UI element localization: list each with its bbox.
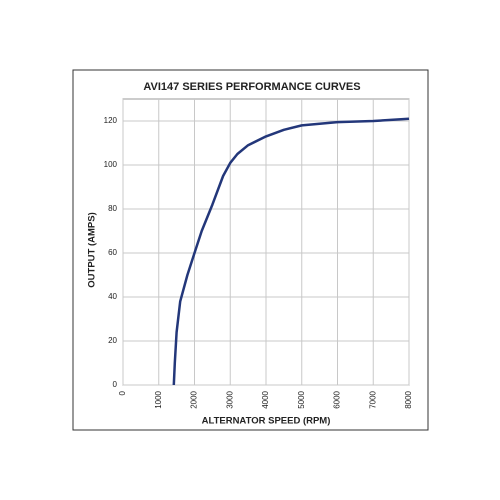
y-tick-label: 20 xyxy=(108,336,117,345)
x-tick-label: 8000 xyxy=(404,390,413,408)
y-tick-label: 40 xyxy=(108,292,117,301)
x-tick-label: 1000 xyxy=(154,390,163,408)
chart-title: AVI147 SERIES PERFORMANCE CURVES xyxy=(143,81,360,93)
y-tick-label: 60 xyxy=(108,248,117,257)
y-tick-label: 120 xyxy=(104,116,118,125)
x-tick-label: 6000 xyxy=(333,390,342,408)
x-tick-label: 4000 xyxy=(261,390,270,408)
x-axis-label: ALTERNATOR SPEED (RPM) xyxy=(202,416,331,427)
y-tick-label: 0 xyxy=(113,380,118,389)
y-tick-label: 100 xyxy=(104,160,118,169)
x-tick-label: 5000 xyxy=(297,390,306,408)
x-tick-label: 0 xyxy=(118,390,127,395)
x-tick-label: 7000 xyxy=(368,390,377,408)
line-series xyxy=(172,117,410,386)
x-tick-label: 2000 xyxy=(190,390,199,408)
y-tick-label: 80 xyxy=(108,204,117,213)
y-axis-label: OUTPUT (AMPS) xyxy=(87,212,98,287)
frame xyxy=(72,69,429,431)
x-tick-label: 3000 xyxy=(225,390,234,408)
